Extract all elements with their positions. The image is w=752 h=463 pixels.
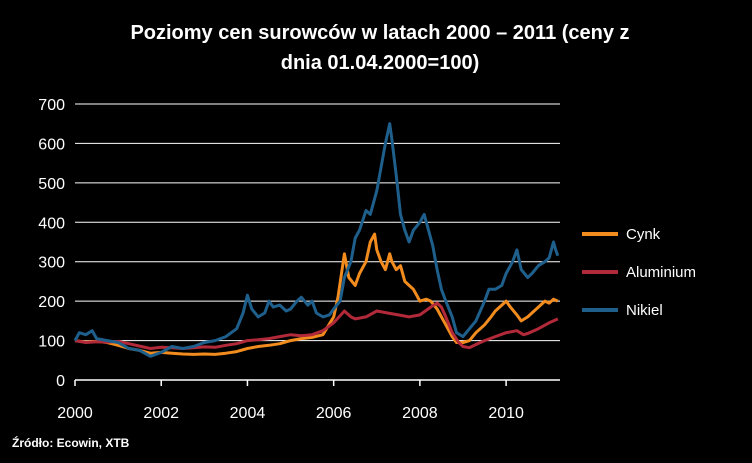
- x-tick-label: 2008: [402, 405, 438, 422]
- y-tick-label: 0: [56, 373, 65, 390]
- legend-label-cynk: Cynk: [626, 226, 661, 243]
- x-tick-label: 2004: [230, 405, 266, 422]
- source-note: Źródło: Ecowin, XTB: [12, 436, 130, 450]
- y-tick-label: 200: [38, 294, 65, 311]
- series-line-nikiel: [73, 122, 560, 358]
- gridlines: [75, 103, 560, 342]
- legend: Cynk Aluminium Nikiel: [582, 226, 696, 319]
- y-tick-label: 600: [38, 136, 65, 153]
- legend-label-aluminium: Aluminium: [626, 264, 696, 281]
- legend-label-nikiel: Nikiel: [626, 302, 663, 319]
- x-tick-label: 2000: [57, 405, 93, 422]
- series-lines: [73, 122, 560, 358]
- y-tick-label: 100: [38, 334, 65, 351]
- y-axis-ticks: 0 100 200 300 400 500 600 700: [38, 97, 65, 390]
- y-tick-label: 500: [38, 176, 65, 193]
- x-tick-label: 2006: [316, 405, 352, 422]
- y-tick-label: 300: [38, 255, 65, 272]
- series-line-cynk: [74, 232, 559, 356]
- x-tick-label: 2002: [143, 405, 179, 422]
- chart-title-line-2: dnia 01.04.2000=100): [280, 52, 480, 74]
- y-tick-label: 400: [38, 215, 65, 232]
- chart-title: Poziomy cen surowców w latach 2000 – 201…: [70, 18, 690, 78]
- x-tick-label: 2010: [488, 405, 524, 422]
- chart-title-line-1: Poziomy cen surowców w latach 2000 – 201…: [130, 22, 630, 44]
- y-tick-label: 700: [38, 97, 65, 114]
- x-axis-ticks: 2000 2002 2004 2006 2008 2010: [57, 380, 524, 422]
